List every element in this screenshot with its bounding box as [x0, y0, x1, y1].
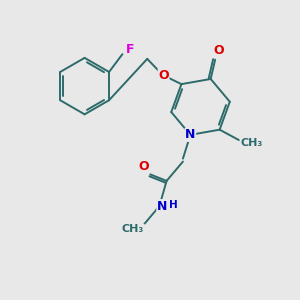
Text: N: N: [185, 128, 196, 141]
Text: H: H: [169, 200, 178, 210]
Text: O: O: [158, 69, 169, 82]
Text: N: N: [157, 200, 167, 213]
Text: O: O: [138, 160, 149, 173]
Text: CH₃: CH₃: [240, 138, 262, 148]
Text: O: O: [213, 44, 224, 57]
Text: F: F: [126, 43, 134, 56]
Text: CH₃: CH₃: [122, 224, 144, 234]
